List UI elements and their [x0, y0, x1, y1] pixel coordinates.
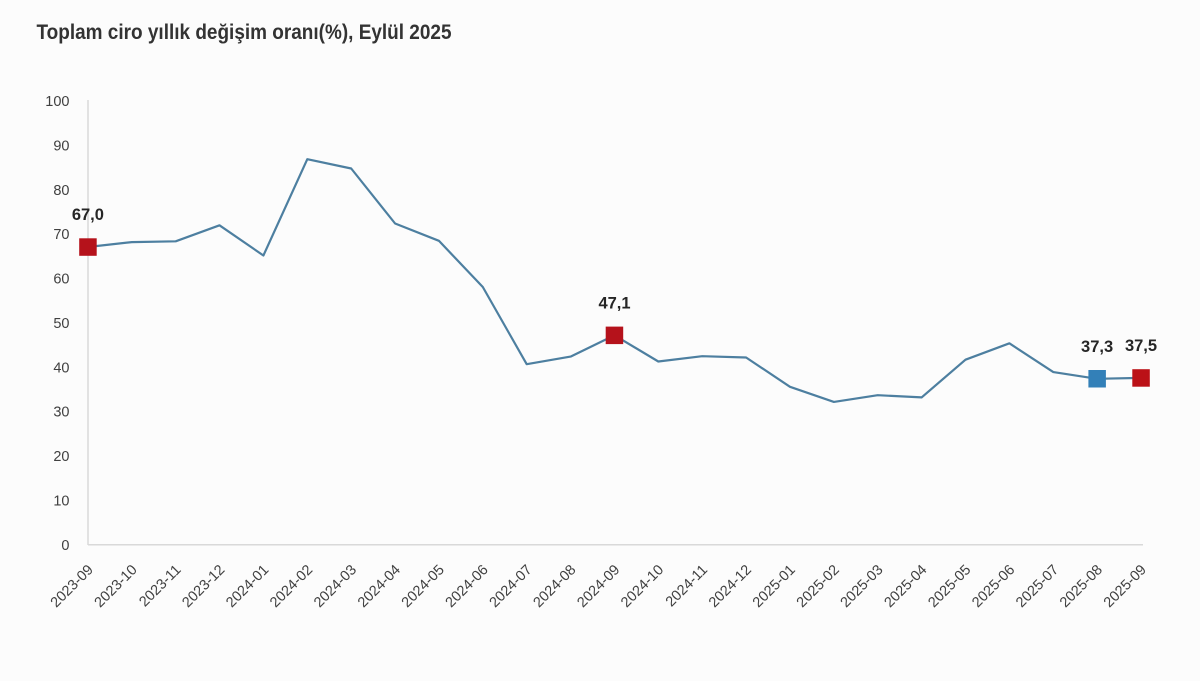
svg-text:90: 90: [53, 139, 69, 155]
svg-text:60: 60: [53, 272, 69, 288]
svg-text:80: 80: [53, 183, 69, 199]
svg-text:37,3: 37,3: [1081, 338, 1113, 356]
svg-text:50: 50: [53, 316, 69, 332]
svg-text:67,0: 67,0: [72, 206, 104, 224]
svg-text:47,1: 47,1: [598, 294, 630, 312]
svg-text:10: 10: [53, 493, 69, 509]
svg-text:40: 40: [53, 360, 69, 376]
svg-text:70: 70: [53, 227, 69, 243]
svg-text:20: 20: [53, 449, 69, 465]
svg-text:Toplam ciro yıllık değişim ora: Toplam ciro yıllık değişim oranı(%), Eyl…: [37, 20, 452, 44]
svg-text:37,5: 37,5: [1125, 337, 1157, 355]
svg-text:0: 0: [61, 538, 69, 554]
svg-text:100: 100: [45, 94, 69, 110]
svg-text:30: 30: [53, 405, 69, 421]
